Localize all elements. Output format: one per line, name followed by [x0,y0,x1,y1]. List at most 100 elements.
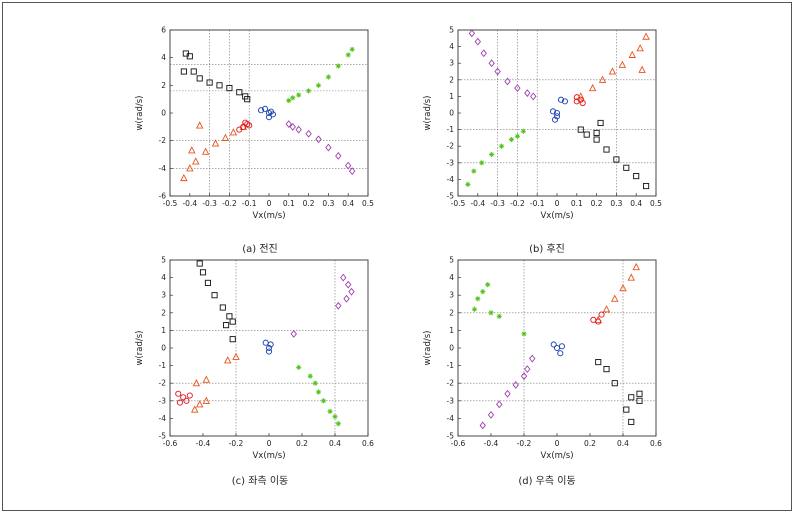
data-point [267,108,275,115]
data-point [595,359,602,366]
data-point [623,406,630,413]
data-point [558,343,565,350]
series-4 [286,46,355,104]
data-point [226,313,233,320]
data-point [619,283,627,292]
y-tick-label: -1 [159,361,167,370]
data-point [557,96,565,103]
series-3 [594,262,640,323]
data-point [221,133,230,141]
data-point [295,125,302,134]
data-point [190,68,197,75]
x-tick-label: 0.6 [650,439,662,448]
data-point [479,421,486,430]
x-tick-label: 0.5 [650,199,662,208]
data-point [345,280,352,289]
data-point [636,44,644,52]
plot-c-left-move: -0.6 -0.4 -0.2 0 0.2 0.4 0.6 -5 -4 -3 -2 -1 0 1 2 3 4 5 Vx… [135,256,374,462]
data-point [508,136,515,143]
data-point [186,392,193,399]
data-point [195,121,204,129]
data-point [236,126,243,133]
data-point [180,173,188,182]
y-tick-label: 4 [161,273,166,282]
data-point [315,135,322,144]
x-tick-label: 0.3 [322,199,334,208]
x-tick-label: -0.4 [470,199,485,208]
data-point [216,82,223,89]
data-point [196,75,203,82]
data-point [211,292,218,299]
series-0 [180,50,251,103]
data-point [223,322,230,329]
series-2 [236,119,253,133]
series-2 [549,96,568,123]
series-2 [175,390,193,406]
data-point [306,88,312,94]
y-tick-label: 3 [161,291,166,300]
y-tick-label: 0 [161,109,166,118]
x-tick-label: 0.2 [303,199,315,208]
x-tick-label: -0.2 [517,439,532,448]
x-tick-label: -0.3 [490,199,505,208]
data-point [598,311,605,318]
data-point [521,331,527,337]
y-tick-label: 1 [449,326,454,335]
data-point [195,400,204,408]
series-4 [590,311,605,325]
data-point [520,128,526,134]
data-point [265,114,273,121]
data-point [573,98,580,105]
series-1 [465,128,526,187]
plot-b-backward: -0.5 -0.4 -0.3 -0.2 -0.1 0 0.1 0.2 0.3 0.4 0.5 -5 -4… [423,26,662,222]
data-point [643,182,650,190]
series-5 [577,119,650,190]
data-point [315,389,322,395]
data-point [290,330,297,338]
caption-c: (c) 좌측 이동 [231,476,289,487]
data-point [632,262,640,271]
y-tick-label: -6 [159,192,167,201]
data-point [553,109,561,117]
data-point [258,107,265,114]
series-5 [290,273,355,338]
series-0 [196,260,236,343]
y-tick-label: -2 [159,379,167,388]
y-tick-label: 5 [449,26,454,35]
data-point [199,269,207,276]
x-tick-label: -0.1 [530,199,545,208]
plot-area-frame [457,29,657,197]
data-point [285,120,292,128]
data-point [577,126,584,133]
y-tick-label: -2 [159,136,167,145]
x-tick-label: 0 [555,199,560,208]
data-point [307,373,313,379]
data-point [315,82,322,88]
y-tick-label: 0 [449,109,454,118]
y-tick-label: 4 [161,53,166,62]
data-point [474,37,481,46]
data-point [312,380,318,386]
series-5 [285,120,356,176]
y-tick-label: -2 [447,142,455,151]
x-tick-label: -0.6 [163,439,178,448]
x-tick-label: 0 [555,439,560,448]
y-tick-label: 2 [161,308,166,317]
data-point [633,173,640,180]
data-point [485,282,491,288]
data-point [488,310,494,316]
data-point [628,394,635,401]
data-point [211,139,220,147]
series-4 [577,32,650,100]
x-tick-label: -0.4 [182,199,197,208]
data-point [348,287,355,296]
y-tick-label: -4 [159,414,167,423]
data-point [588,83,597,92]
data-point [597,119,604,127]
data-point [577,92,585,100]
data-point [232,352,240,360]
x-tick-label: -0.4 [196,439,211,448]
data-point [598,75,607,83]
data-point [524,89,531,97]
y-tick-label: 0 [449,344,454,353]
